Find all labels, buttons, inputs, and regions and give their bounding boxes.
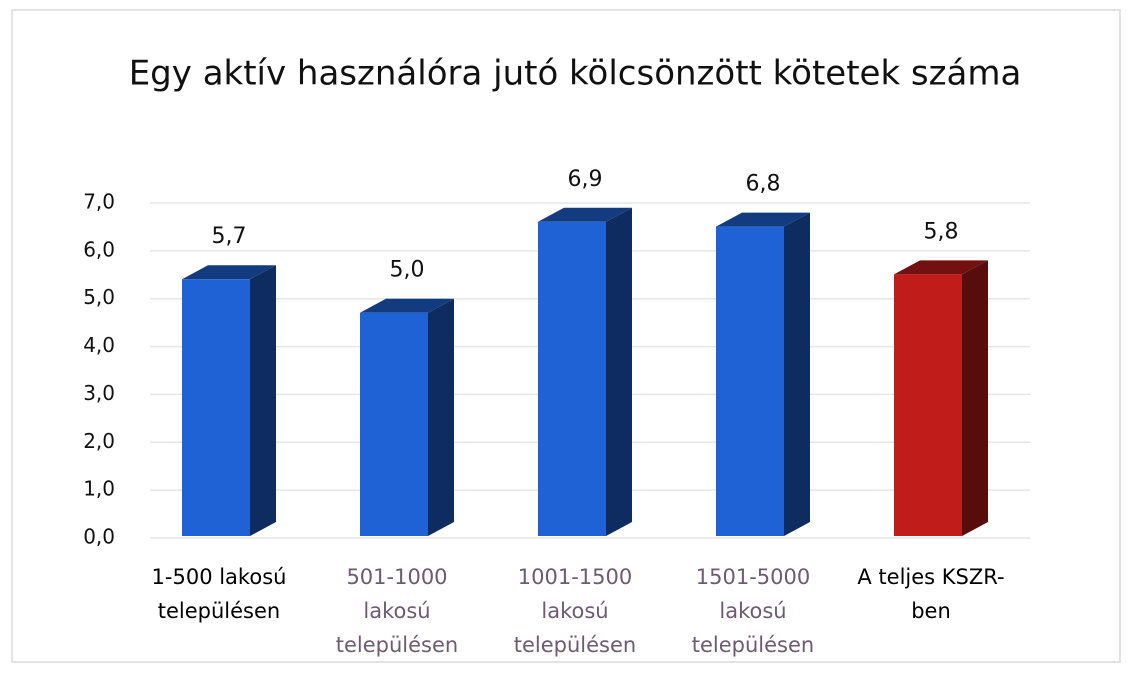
y-tick-label: 0,0 [83,525,115,549]
value-label: 5,8 [924,219,959,244]
x-tick-label: 1-500 lakosú településen [151,565,287,623]
bar-front [894,274,962,536]
bar-top [182,265,276,280]
bar-front [716,226,784,537]
y-tick-label: 6,0 [83,237,115,261]
y-tick-label: 5,0 [83,285,115,309]
bar-side [784,212,810,537]
bar-front [182,279,250,536]
bar-front [360,312,428,536]
y-tick-label: 1,0 [83,477,115,501]
bar-side [962,260,988,536]
y-tick-label: 4,0 [83,333,115,357]
bar-top [894,260,988,275]
value-label: 6,9 [568,167,603,192]
y-tick-label: 2,0 [83,429,115,453]
bar-top [360,298,454,313]
bar [716,212,810,537]
bar-top [538,207,632,222]
bar [360,298,454,536]
x-tick-label: 1501-5000 lakosú településen [691,565,815,657]
bar-front [538,221,606,537]
value-label: 5,0 [390,258,425,283]
x-tick-label: 1001-1500 lakosú településen [513,565,637,657]
bar [894,260,988,536]
bar-side [606,207,632,537]
x-tick-label: A teljes KSZR-ben [857,565,1005,623]
x-tick-label: 501-1000 lakosú településen [335,565,459,657]
frame [11,9,1121,663]
y-tick-label: 7,0 [83,190,115,214]
bar-top [716,212,810,227]
bar-side [250,265,276,536]
value-label: 5,7 [212,224,247,249]
bar-side [428,298,454,536]
value-label: 6,8 [746,172,781,197]
y-tick-label: 3,0 [83,381,115,405]
bar [538,207,632,537]
bar [182,265,276,536]
chart-title: Egy aktív használóra jutó kölcsönzött kö… [129,54,1022,94]
